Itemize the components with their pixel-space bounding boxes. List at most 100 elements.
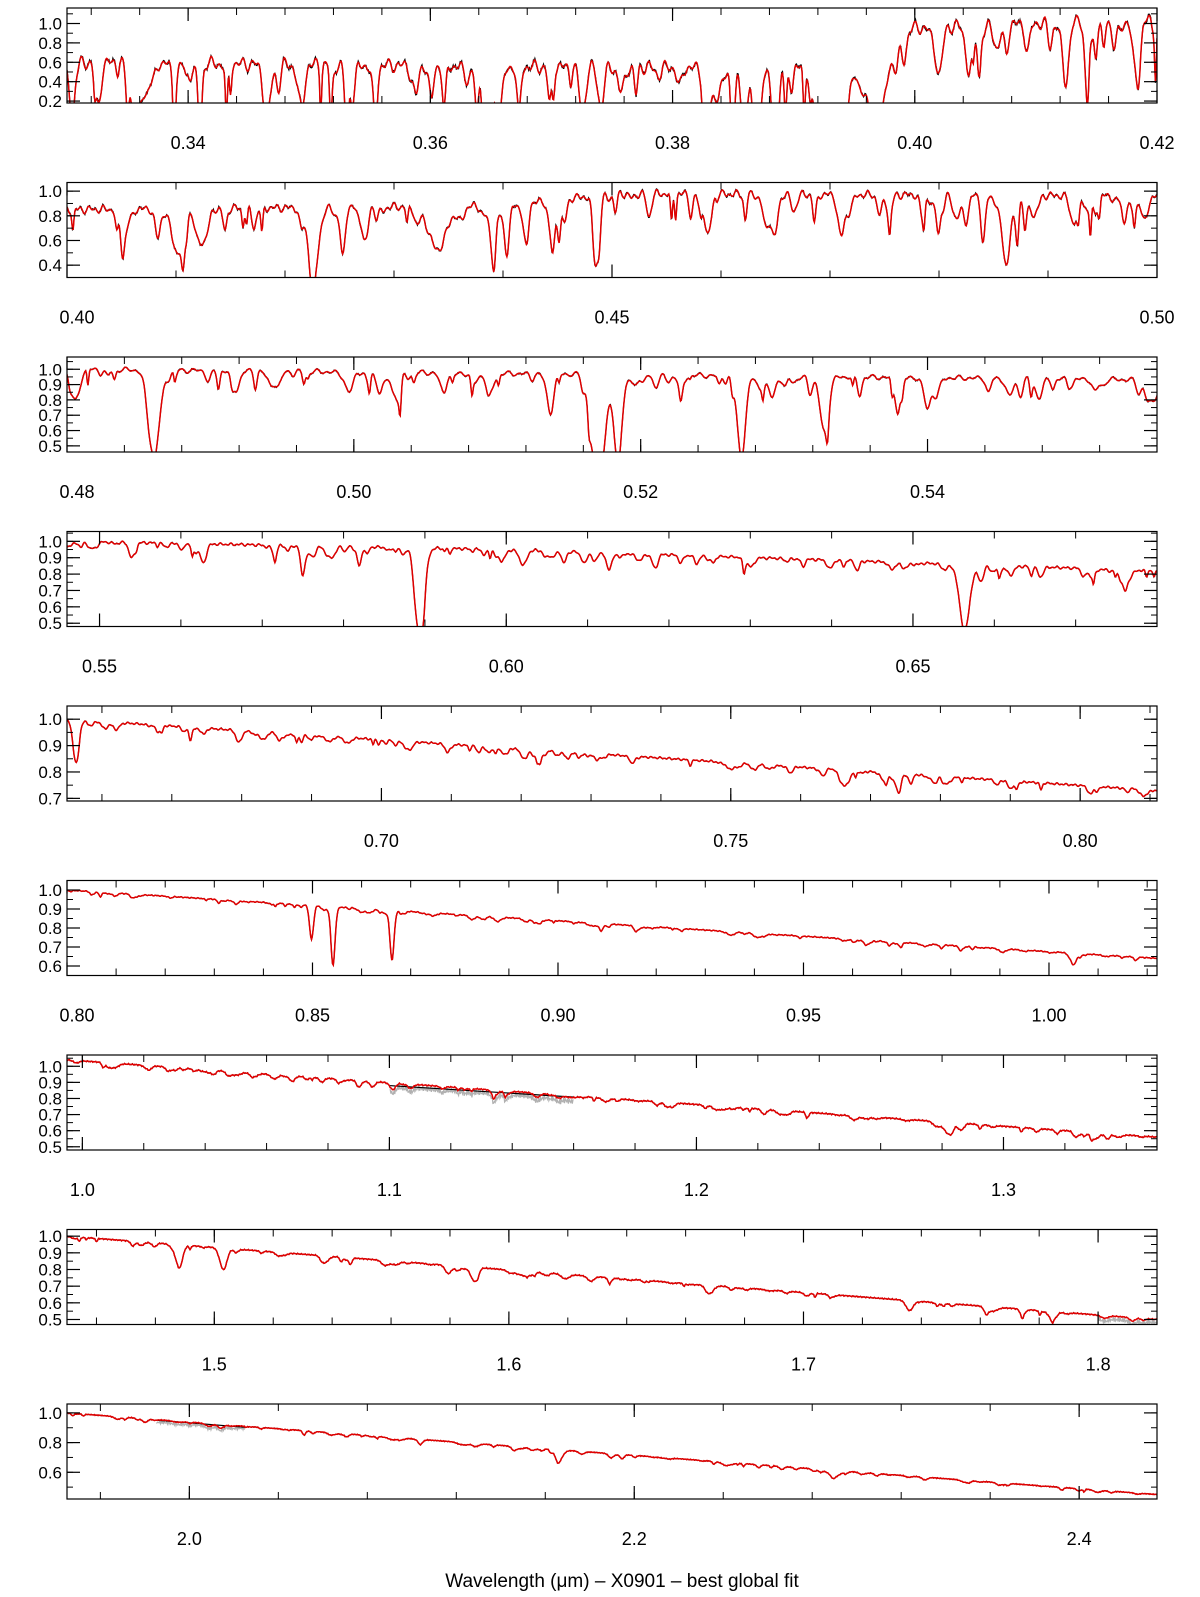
- y-tick-label: 0.9: [38, 1244, 62, 1263]
- y-tick-label: 0.5: [38, 614, 62, 633]
- y-tick-label: 0.8: [38, 919, 62, 938]
- y-tick-label: 0.2: [38, 92, 62, 111]
- y-tick-label: 1.0: [38, 15, 62, 34]
- x-tick-label: 0.80: [59, 1006, 94, 1026]
- x-tick-label: 1.0: [70, 1180, 95, 1200]
- x-tick-label: 1.8: [1086, 1355, 1111, 1375]
- model-spectrum-line: [67, 188, 1157, 278]
- x-tick-label: 1.1: [377, 1180, 402, 1200]
- x-tick-label: 0.70: [364, 831, 399, 851]
- y-tick-label: 0.4: [38, 256, 62, 275]
- y-tick-label: 1.0: [38, 1057, 62, 1076]
- y-tick-label: 0.9: [38, 900, 62, 919]
- y-tick-label: 0.5: [38, 437, 62, 456]
- spectrum-panel: 0.34 0.36 0.38 0.40 0.42 0.20.40.60.81.0: [38, 7, 1175, 153]
- masked-spectrum-line: [389, 1084, 574, 1105]
- y-tick-label: 0.6: [38, 231, 62, 250]
- spectrum-panel: 2.0 2.2 2.4 0.6 0.8 1.0: [38, 1403, 1158, 1549]
- y-tick-label: 1.0: [38, 182, 62, 201]
- y-tick-label: 1.0: [38, 710, 62, 729]
- y-tick-label: 0.6: [38, 598, 62, 617]
- y-tick-label: 1.0: [38, 881, 62, 900]
- x-tick-label: 0.38: [655, 133, 690, 153]
- y-tick-label: 0.8: [38, 391, 62, 410]
- x-tick-label: 1.2: [684, 1180, 709, 1200]
- observed-spectrum-line: [67, 540, 1157, 627]
- x-tick-label: 0.34: [171, 133, 206, 153]
- x-tick-label: 0.60: [489, 657, 524, 677]
- x-tick-label: 0.65: [895, 657, 930, 677]
- x-tick-label: 1.5: [202, 1355, 227, 1375]
- x-tick-label: 0.95: [786, 1006, 821, 1026]
- spectrum-panels: 0.34 0.36 0.38 0.40 0.420.20.40.60.81.00.40 0…: [38, 7, 1175, 1549]
- y-tick-label: 1.0: [38, 1227, 62, 1246]
- x-axis-label: Wavelength (μm) – X0901 – best global fi…: [445, 1571, 799, 1592]
- panel-frame: [66, 1403, 1158, 1500]
- y-tick-label: 0.8: [38, 763, 62, 782]
- observed-spectrum-line: [67, 718, 1157, 798]
- y-tick-label: 1.0: [38, 532, 62, 551]
- y-tick-label: 0.8: [38, 1434, 62, 1453]
- panel-frame: [66, 356, 1158, 453]
- model-spectrum-line: [67, 366, 1157, 452]
- y-tick-label: 0.6: [38, 422, 62, 441]
- y-tick-label: 0.9: [38, 737, 62, 756]
- spectrum-panel: 1.5 1.6 1.7 1.8 0.50.60.70.80.91.0: [38, 1227, 1158, 1375]
- spectrum-panel: 0.48 0.50 0.52 0.54 0.50.60.70.80.91.0: [38, 356, 1158, 502]
- x-tick-label: 0.42: [1139, 133, 1174, 153]
- spectrum-panel: 0.40 0.45 0.50 0.4 0.6 0.8 1.0: [38, 181, 1175, 328]
- x-tick-label: 0.50: [1139, 308, 1174, 328]
- model-spectrum-line: [67, 540, 1157, 627]
- spectrum-panel: 0.70 0.75 0.80 0.7 0.8 0.9 1.0: [38, 705, 1158, 851]
- y-tick-label: 0.9: [38, 376, 62, 395]
- y-tick-label: 0.7: [38, 938, 62, 957]
- y-tick-label: 0.8: [38, 1089, 62, 1108]
- y-tick-label: 1.0: [38, 1404, 62, 1423]
- x-tick-label: 0.40: [59, 308, 94, 328]
- x-tick-label: 0.75: [713, 831, 748, 851]
- y-tick-label: 0.8: [38, 34, 62, 53]
- x-tick-label: 0.80: [1063, 831, 1098, 851]
- spectrum-panel: 0.80 0.85 0.90 0.95 1.00 0.60.70.80.91.0: [38, 879, 1158, 1026]
- spectrum-panel: 0.55 0.60 0.65 0.50.60.70.80.91.0: [38, 530, 1158, 677]
- x-tick-label: 0.36: [413, 133, 448, 153]
- spectrum-panel: 1.0 1.1 1.2 1.30.50.60.70.80.91.0: [38, 1054, 1158, 1200]
- panel-frame: [66, 530, 1158, 628]
- y-tick-label: 0.8: [38, 565, 62, 584]
- y-tick-label: 0.6: [38, 53, 62, 72]
- y-tick-label: 0.6: [38, 1463, 62, 1482]
- panel-frame: [66, 705, 1158, 802]
- y-tick-label: 0.7: [38, 581, 62, 600]
- y-tick-label: 0.9: [38, 549, 62, 568]
- x-tick-label: 1.00: [1031, 1006, 1066, 1026]
- x-tick-label: 2.4: [1067, 1529, 1092, 1549]
- y-tick-label: 0.6: [38, 957, 62, 976]
- y-tick-label: 0.5: [38, 1138, 62, 1157]
- x-tick-label: 0.45: [594, 308, 629, 328]
- y-tick-label: 0.6: [38, 1122, 62, 1141]
- masked-spectrum-line: [1098, 1316, 1157, 1325]
- panel-frame: [66, 879, 1158, 977]
- model-spectrum-line: [67, 889, 1157, 968]
- y-tick-label: 0.4: [38, 73, 62, 92]
- x-tick-label: 0.52: [623, 482, 658, 502]
- model-spectrum-line: [67, 1058, 1157, 1142]
- y-tick-label: 0.9: [38, 1073, 62, 1092]
- y-tick-label: 0.7: [38, 789, 62, 808]
- x-tick-label: 2.0: [177, 1529, 202, 1549]
- model-spectrum-line: [67, 1412, 1157, 1496]
- y-tick-label: 0.7: [38, 406, 62, 425]
- model-spectrum-line: [67, 14, 1157, 103]
- y-tick-label: 0.7: [38, 1106, 62, 1125]
- panel-frame: [66, 7, 1158, 104]
- y-tick-label: 0.5: [38, 1311, 62, 1330]
- x-tick-label: 1.6: [496, 1355, 521, 1375]
- observed-spectrum-line: [67, 1235, 1099, 1325]
- y-tick-label: 0.8: [38, 207, 62, 226]
- model-spectrum-line: [67, 718, 1157, 798]
- x-tick-label: 1.7: [791, 1355, 816, 1375]
- x-tick-label: 0.50: [336, 482, 371, 502]
- x-tick-label: 1.3: [991, 1180, 1016, 1200]
- panel-frame: [66, 1228, 1158, 1326]
